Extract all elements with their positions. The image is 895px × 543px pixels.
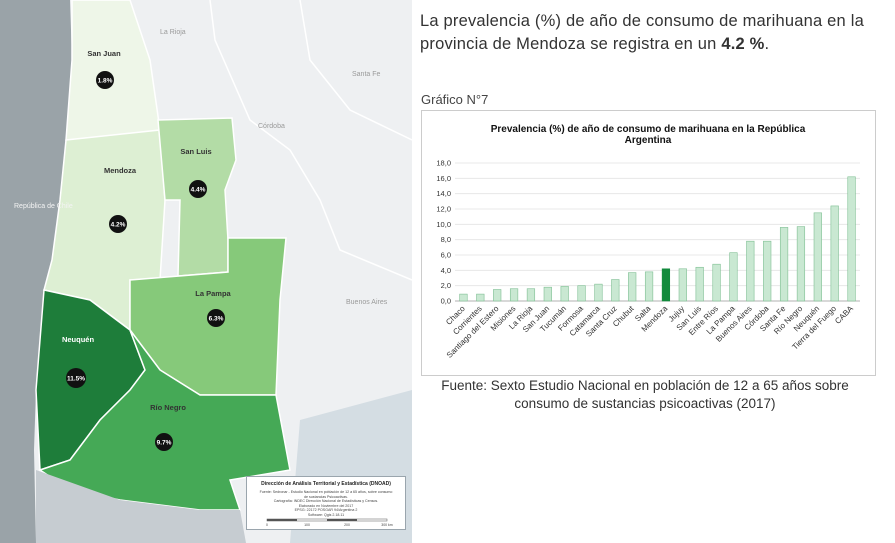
- scale-label: 200: [344, 523, 350, 527]
- y-tick-label: 4,0: [441, 266, 451, 275]
- value-badge-san-juan: [96, 71, 114, 89]
- map-credits-line: Fuente: Sedronar - Estudio Nacional en p…: [259, 490, 393, 494]
- headline-end: .: [764, 35, 770, 53]
- map-credits-line: Software: Qgis 2.18.11: [307, 512, 345, 517]
- bar-jujuy: [678, 268, 687, 302]
- bar-san-luis: [695, 266, 704, 302]
- scale-label: 0: [266, 523, 268, 527]
- bar-c-rdoba: [763, 240, 772, 302]
- source-note: Fuente: Sexto Estudio Nacional en poblac…: [441, 378, 849, 411]
- value-badge-san-luis: [189, 180, 207, 198]
- scale-label: 100: [304, 523, 310, 527]
- bar-tucum-n: [560, 286, 569, 302]
- south-region: [36, 470, 246, 543]
- value-badge-rio-negro: [155, 433, 173, 451]
- province-label-rio-negro: Río Negro: [150, 403, 186, 412]
- value-san-juan: 1.8%: [98, 78, 113, 85]
- map-credits-line: Cartografía: INDEC Dirección Nacional de…: [273, 499, 379, 504]
- bar-neuqu-n: [813, 212, 822, 302]
- bar-chart: Prevalencia (%) de año de consumo de mar…: [436, 124, 860, 360]
- province-label-mendoza: Mendoza: [104, 166, 137, 175]
- bar-caba: [847, 176, 856, 302]
- province-label-neuquen: Neuquén: [62, 335, 95, 344]
- value-san-luis: 4.4%: [191, 187, 206, 194]
- chile-region: [0, 0, 72, 543]
- bar-santa-cruz: [611, 279, 620, 302]
- value-badge-mendoza: [109, 215, 127, 233]
- y-tick-label: 16,0: [436, 174, 451, 183]
- province-label-la-pampa: La Pampa: [195, 289, 231, 298]
- value-neuquen: 11.5%: [67, 376, 85, 383]
- neighbor-label-la-rioja: La Rioja: [160, 29, 186, 36]
- y-tick-label: 12,0: [436, 205, 451, 214]
- chart-frame: Prevalencia (%) de año de consumo de mar…: [421, 110, 876, 376]
- value-rio-negro: 9.7%: [157, 440, 172, 447]
- map-credits-body: Fuente: Sedronar - Estudio Nacional en p…: [247, 490, 405, 518]
- y-tick-label: 6,0: [441, 251, 451, 260]
- headline-text: La prevalencia (%) de año de consumo de …: [420, 12, 864, 53]
- province-label-san-luis: San Luis: [180, 147, 211, 156]
- map-credits-title: Dirección de Análisis Territorial y Esta…: [261, 481, 391, 487]
- neighbor-label-buenos-aires: Buenos Aires: [346, 299, 388, 306]
- bar-corrientes: [476, 293, 485, 302]
- bar-formosa: [577, 285, 586, 302]
- bar-la-pampa: [729, 252, 738, 302]
- bar-tierra-del-fuego: [830, 205, 839, 302]
- value-badge-la-pampa: [207, 309, 225, 327]
- province-label-san-juan: San Juan: [87, 49, 121, 58]
- map-credits-box: Dirección de Análisis Territorial y Esta…: [246, 476, 406, 530]
- y-tick-label: 14,0: [436, 189, 451, 198]
- y-tick-label: 18,0: [436, 159, 451, 168]
- neighbor-label-santa-fe: Santa Fe: [352, 71, 381, 78]
- bar-mendoza: [661, 268, 671, 302]
- x-tick-label: CABA: [833, 304, 855, 326]
- chart-title: Prevalencia (%) de año de consumo de mar…: [491, 124, 806, 146]
- headline: La prevalencia (%) de año de consumo de …: [420, 10, 880, 56]
- map-credits-line: EPSG: 22172 POSGAR 94/Argentina 2: [294, 508, 358, 513]
- bar-catamarca: [594, 283, 603, 302]
- y-tick-label: 10,0: [436, 220, 451, 229]
- bar-santiago-del-estero: [493, 289, 502, 302]
- bar-chaco: [459, 293, 468, 302]
- map-scale-bar: 0 100 200 300 km: [266, 518, 393, 527]
- bar-san-juan: [543, 286, 552, 302]
- province-map: La Rioja Santa Fe Córdoba República de C…: [0, 0, 412, 543]
- value-la-pampa: 6.3%: [209, 316, 224, 323]
- bar-salta: [644, 271, 654, 302]
- bar-la-rioja: [526, 288, 536, 302]
- bar-chubut: [628, 272, 637, 302]
- scale-label: 300 km: [381, 523, 393, 527]
- map-credits-line: Elaborado en Noviembre del 2017: [298, 503, 354, 508]
- y-tick-label: 8,0: [441, 235, 451, 244]
- bar-misiones: [509, 288, 519, 302]
- neighbor-label-cordoba: Córdoba: [258, 123, 285, 130]
- chart-reference-label: Gráfico N°7: [421, 92, 489, 107]
- headline-highlight: 4.2 %: [721, 35, 765, 53]
- bar-santa-fe: [779, 227, 789, 302]
- value-badge-neuquen: [66, 368, 86, 388]
- y-tick-label: 0,0: [441, 297, 451, 306]
- y-tick-label: 2,0: [441, 281, 451, 290]
- bar-entre-r-os: [712, 263, 721, 302]
- bar-buenos-aires: [746, 240, 755, 302]
- neighbor-label-chile: República de Chile: [14, 203, 73, 210]
- bar-r-o-negro: [796, 226, 806, 302]
- map-credits-line: de sustancias Psicoactivas.: [304, 494, 348, 499]
- value-mendoza: 4.2%: [111, 222, 126, 229]
